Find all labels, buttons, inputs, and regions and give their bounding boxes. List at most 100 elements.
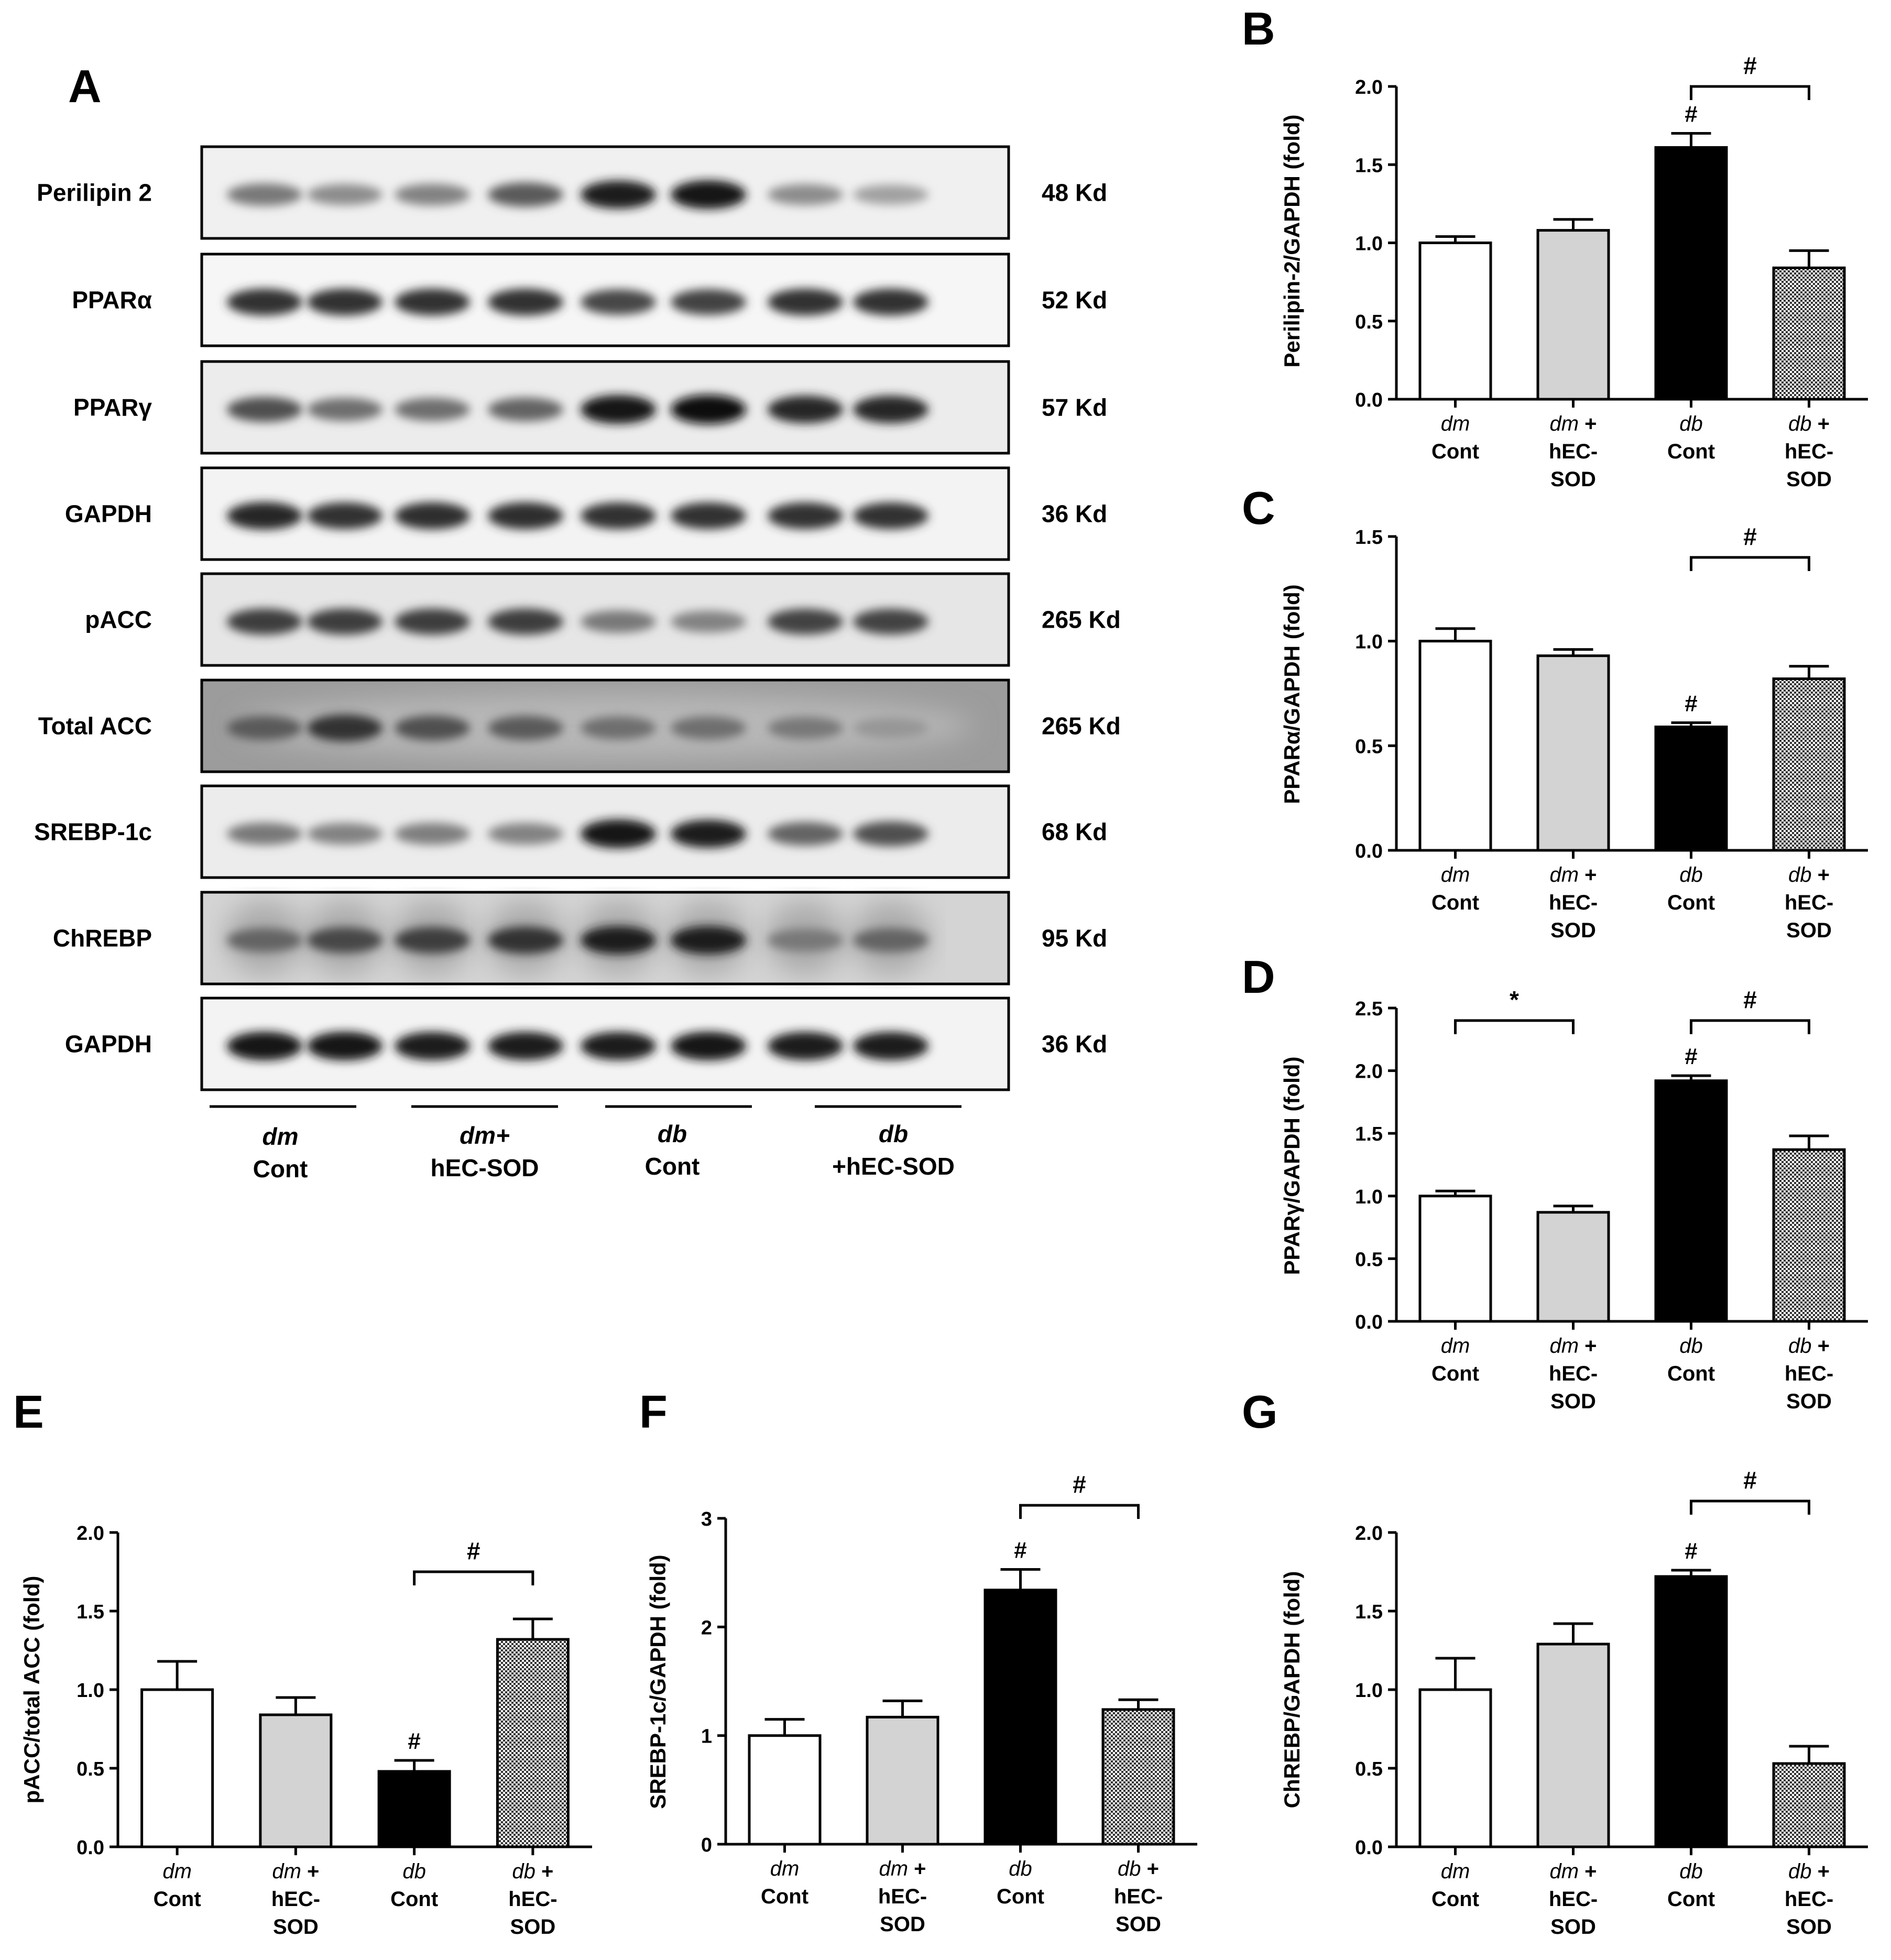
blot-band [307,608,382,635]
blot-band [227,716,302,740]
panel-label: E [13,1386,44,1438]
bracket-label: # [1743,986,1757,1013]
blot-band [768,502,843,530]
y-tick-label: 0.0 [1355,389,1383,411]
x-tick-label: Cont [1667,440,1715,463]
blot-band [768,608,843,635]
blot-band [395,398,470,421]
group-label-line2: Cont [253,1155,308,1182]
bracket-label: # [1743,1466,1757,1494]
x-tick-label: Cont [390,1888,438,1911]
x-tick-label: hEC- [271,1888,320,1911]
bar [377,1770,451,1848]
x-tick-label: SOD [1786,1390,1832,1413]
blot-band [768,1032,843,1060]
x-tick-label: dm [770,1857,800,1880]
blot-protein-label: PPARγ [73,394,152,421]
blot-protein-label: PPARα [72,287,152,314]
significance-mark: # [1014,1537,1026,1563]
bracket-label: * [1510,986,1519,1013]
x-tick-label: dm + [1549,1860,1597,1883]
blot-size-label: 265 Kd [1042,606,1121,633]
blot-band [307,1032,382,1060]
blot-size-label: 48 Kd [1042,179,1107,206]
blot-frame [200,466,1010,561]
blot-band [671,610,746,633]
x-tick-label: hEC- [1785,1362,1833,1385]
y-tick-label: 1.5 [1355,527,1383,549]
blot-band [227,502,302,530]
panel-label: B [1242,3,1275,54]
x-tick-label: db + [1788,412,1830,435]
x-tick-label: Cont [997,1885,1044,1908]
blot-band [227,183,302,206]
blot-band [488,288,563,316]
x-tick-label: db [1679,1860,1703,1883]
blot-band [768,822,843,846]
blot-band [307,184,382,205]
blot-band [307,823,382,845]
x-tick-label: hEC- [1549,440,1598,463]
blot-size-label: 57 Kd [1042,394,1107,421]
x-tick-label: Cont [1431,891,1479,914]
blot-strip: GAPDH 36 Kd [65,997,1107,1091]
x-tick-label: Cont [1667,1362,1715,1385]
blot-band [227,608,302,635]
blot-frame [200,572,1010,667]
panel-label-a: A [68,60,102,112]
blot-size-label: 52 Kd [1042,287,1107,314]
x-tick-label: dm + [1549,1334,1597,1357]
x-tick-label: db [1679,1334,1703,1357]
significance-mark: # [1685,1044,1697,1069]
group-label-line1: dm+ [460,1122,510,1149]
group-label-line2: +hEC-SOD [832,1153,955,1180]
x-tick-label: dm + [1549,412,1597,435]
bar [1654,1079,1728,1323]
bar [866,1715,939,1846]
blot-frame [200,360,1010,455]
x-tick-label: db + [512,1860,553,1883]
y-tick-label: 1.5 [1355,1601,1383,1623]
x-tick-label: Cont [1667,1888,1715,1911]
blot-size-label: 265 Kd [1042,713,1121,740]
blot-strip: GAPDH 36 Kd [65,466,1107,561]
blot-band [671,289,746,315]
y-axis-label: ChREBP/GAPDH (fold) [1280,1571,1304,1809]
blot-size-label: 68 Kd [1042,818,1107,846]
panel-label: D [1242,951,1275,1003]
significance-mark: # [408,1728,420,1754]
bar [983,1589,1057,1846]
x-tick-label: hEC- [1785,440,1833,463]
blot-band [581,180,656,209]
chart-panel-f: F 0 1 2 3 SREBP-1c/GAPDH (fold) dm Cont dm + hEC-… [639,1386,1197,1936]
blot-frame [200,253,1010,347]
x-tick-label: hEC- [1549,1888,1598,1911]
blot-size-label: 36 Kd [1042,1031,1107,1058]
blot-band [488,716,563,740]
blot-band [227,1032,302,1060]
blot-band [395,502,470,530]
blot-strip: PPARα 52 Kd [72,253,1107,347]
x-tick-label: dm [1441,1860,1470,1883]
x-tick-label: hEC- [1549,891,1598,914]
y-tick-label: 2.0 [1355,76,1383,98]
x-tick-label: SOD [1550,919,1596,942]
bar [1654,146,1728,401]
blot-band [581,716,656,740]
blot-band [671,180,746,209]
x-tick-label: db + [1118,1857,1159,1880]
blot-band [227,823,302,845]
blot-band [671,502,746,530]
blot-band [853,928,928,952]
group-label-line1: db [879,1120,908,1147]
blot-frame [200,145,1010,240]
blot-band [671,926,746,955]
blot-strip: SREBP-1c 68 Kd [34,784,1107,879]
x-tick-label: db [1679,412,1703,435]
y-tick-label: 0 [701,1834,712,1856]
y-tick-label: 0.0 [1355,1837,1383,1859]
blot-band [488,608,563,635]
blot-protein-label: GAPDH [65,1031,152,1058]
blot-band [581,610,656,633]
blot-strip: Total ACC 265 Kd [38,678,1121,773]
